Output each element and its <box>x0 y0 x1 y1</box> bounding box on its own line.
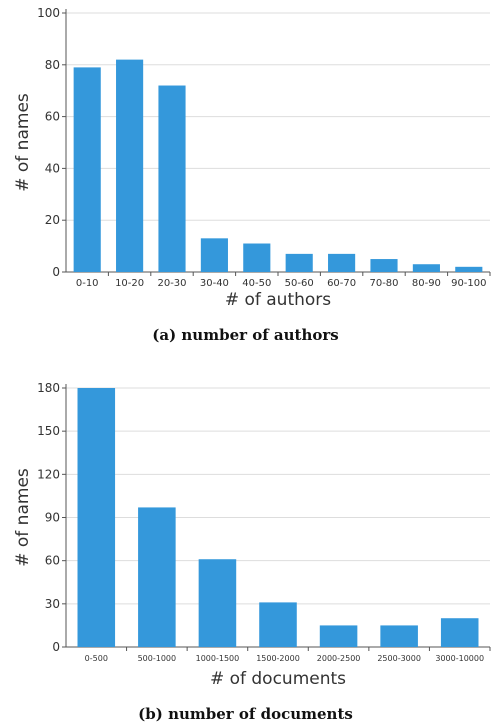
y-tick-label: 20 <box>45 213 60 227</box>
bar <box>455 266 483 272</box>
y-tick-label: 120 <box>37 467 60 481</box>
y-tick-label: 0 <box>52 265 60 279</box>
bar <box>259 602 297 647</box>
x-tick-label: 40-50 <box>242 278 271 289</box>
y-tick-label: 30 <box>45 597 60 611</box>
y-tick-label: 180 <box>37 381 60 395</box>
bar <box>77 388 116 647</box>
x-tick-label: 50-60 <box>285 278 314 289</box>
documents-bar-chart: 0 30 60 90 120 150 180 0-500 500-1000 1000-1500 15… <box>13 381 491 689</box>
y-tick-label: 80 <box>45 58 60 72</box>
x-tick-label: 3000-10000 <box>435 654 484 663</box>
x-tick-label: 500-1000 <box>138 654 177 663</box>
authors-bar-chart: 0 20 40 60 80 100 0-10 10-20 20-30 30-40 40-50 50-6… <box>13 6 491 310</box>
x-axis-title: # of documents <box>210 669 346 689</box>
bar <box>412 264 440 272</box>
y-axis-title: # of names <box>13 468 33 567</box>
chart-caption-documents: (b) number of documents <box>138 705 353 723</box>
x-tick-label: 1500-2000 <box>256 654 300 663</box>
chart-panel-documents: 0 30 60 90 120 150 180 0-500 500-1000 1000-1500 15… <box>0 368 491 726</box>
y-tick-label: 150 <box>37 424 60 438</box>
bar <box>285 253 313 272</box>
x-tick-label: 2500-3000 <box>377 654 421 663</box>
x-tick-label: 80-90 <box>412 278 441 289</box>
x-tick-label: 10-20 <box>115 278 144 289</box>
x-tick-label: 90-100 <box>451 278 486 289</box>
bar <box>158 85 186 273</box>
bar <box>243 243 271 272</box>
y-tick-label: 90 <box>45 511 60 525</box>
y-tick-label: 0 <box>52 640 60 654</box>
bar <box>116 59 144 273</box>
y-tick-label: 60 <box>45 554 60 568</box>
bar <box>380 625 418 647</box>
x-tick-label: 0-10 <box>76 278 99 289</box>
x-tick-label: 2000-2500 <box>317 654 361 663</box>
y-axis-title: # of names <box>13 93 33 192</box>
y-tick-label: 60 <box>45 110 60 124</box>
bar <box>370 259 398 272</box>
x-axis-title: # of authors <box>225 290 331 310</box>
x-tick-label: 70-80 <box>369 278 398 289</box>
chart-panel-authors: 0 20 40 60 80 100 0-10 10-20 20-30 30-40 40-50 50-6… <box>0 0 491 352</box>
chart-caption-authors: (a) number of authors <box>152 326 339 344</box>
x-tick-label: 30-40 <box>200 278 229 289</box>
x-tick-label: 20-30 <box>157 278 186 289</box>
y-tick-label: 100 <box>37 6 60 20</box>
y-tick-label: 40 <box>45 161 60 175</box>
x-tick-label: 60-70 <box>327 278 356 289</box>
bar <box>73 67 101 272</box>
bar <box>440 618 479 647</box>
bar <box>200 238 228 272</box>
bar <box>328 253 356 272</box>
bar <box>138 507 176 647</box>
bar <box>198 559 237 647</box>
x-tick-label: 0-500 <box>85 654 108 663</box>
x-tick-label: 1000-1500 <box>196 654 240 663</box>
bar <box>319 625 358 647</box>
